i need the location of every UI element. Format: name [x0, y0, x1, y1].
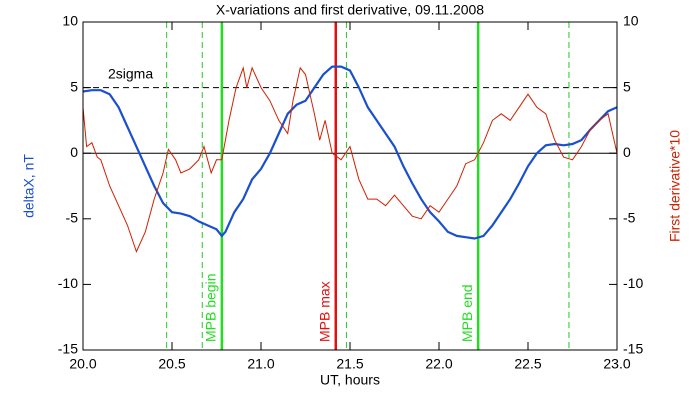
event-label: MPB begin: [203, 274, 219, 342]
y-tick-label: 0: [70, 144, 78, 160]
x-axis-label: UT, hours: [320, 372, 380, 388]
y-tick-label: 5: [70, 78, 78, 94]
data-line: [82, 65, 618, 240]
y-tick-label: 10: [62, 13, 78, 29]
y2-tick-label: -10: [623, 275, 643, 291]
y-tick-label: -5: [66, 210, 79, 226]
y2-tick-label: -5: [623, 210, 636, 226]
x-tick-label: 22.0: [425, 356, 452, 372]
x-tick-label: 20.5: [158, 356, 185, 372]
y2-tick-label: 5: [623, 78, 631, 94]
x-tick-label: 23.0: [603, 356, 630, 372]
y2-tick-label: -15: [623, 341, 643, 357]
data-line: [82, 65, 618, 253]
event-label: MPB max: [316, 281, 332, 342]
y2-axis-label: First derivative*10: [667, 130, 683, 242]
reference-label: 2sigma: [108, 65, 153, 81]
y2-tick-label: 0: [623, 144, 631, 160]
x-tick-label: 21.0: [247, 356, 274, 372]
y-tick-label: -10: [58, 275, 78, 291]
x-tick-label: 21.5: [336, 356, 363, 372]
chart-title: X-variations and first derivative, 09.11…: [216, 2, 484, 18]
event-label: MPB end: [459, 284, 475, 342]
x-tick-label: 20.0: [69, 356, 96, 372]
y-tick-label: -15: [58, 341, 78, 357]
y-axis-label: deltaX, nT: [21, 154, 37, 218]
y2-tick-label: 10: [623, 13, 639, 29]
x-tick-label: 22.5: [514, 356, 541, 372]
